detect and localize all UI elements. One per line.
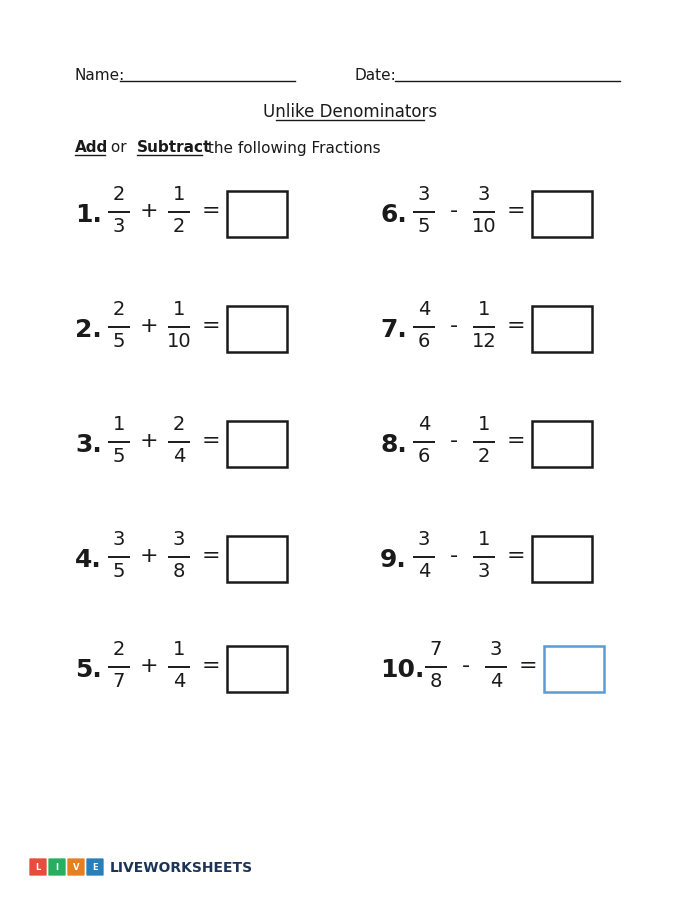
Text: 7: 7 [113, 671, 125, 690]
Text: or: or [106, 140, 132, 155]
Text: 4: 4 [173, 671, 186, 690]
Text: V: V [73, 862, 79, 871]
Text: 5: 5 [113, 446, 125, 465]
Text: Unlike Denominators: Unlike Denominators [263, 103, 437, 121]
Text: +: + [140, 316, 158, 336]
Bar [532, 422, 592, 468]
Bar [544, 647, 604, 693]
Text: 6: 6 [418, 446, 430, 465]
Text: 6: 6 [418, 331, 430, 350]
Bar [227, 536, 287, 582]
Text: 3: 3 [418, 185, 430, 204]
Text: 3: 3 [418, 529, 430, 548]
Text: =: = [507, 200, 525, 220]
Text: 4: 4 [418, 414, 430, 433]
Text: 7: 7 [430, 639, 442, 658]
Text: 10: 10 [167, 331, 191, 350]
Text: I: I [55, 862, 59, 871]
Text: 9.: 9. [380, 547, 407, 572]
Text: 5: 5 [113, 562, 125, 581]
Text: LIVEWORKSHEETS: LIVEWORKSHEETS [110, 860, 253, 874]
Text: Name:: Name: [75, 68, 125, 82]
Text: 4: 4 [490, 671, 502, 690]
Text: =: = [507, 431, 525, 451]
Text: 1: 1 [173, 300, 186, 319]
Text: 10: 10 [472, 217, 496, 236]
Text: 4: 4 [173, 446, 186, 465]
Bar [532, 307, 592, 352]
Bar [532, 536, 592, 582]
Text: L: L [36, 862, 41, 871]
Text: 3: 3 [478, 562, 490, 581]
Text: 1: 1 [478, 300, 490, 319]
Text: 3: 3 [113, 529, 125, 548]
Text: 8: 8 [430, 671, 442, 690]
Text: 10.: 10. [380, 657, 424, 681]
Text: Subtract: Subtract [137, 140, 211, 155]
Bar [227, 647, 287, 693]
Text: 1: 1 [478, 414, 490, 433]
Text: +: + [140, 545, 158, 565]
Text: =: = [202, 200, 220, 220]
Text: 3: 3 [490, 639, 502, 658]
Text: +: + [140, 656, 158, 675]
Text: 2.: 2. [75, 318, 101, 341]
Text: 2: 2 [113, 639, 125, 658]
Bar [532, 191, 592, 237]
Text: 3.: 3. [75, 433, 101, 457]
Text: -: - [450, 316, 458, 336]
Text: =: = [202, 545, 220, 565]
FancyBboxPatch shape [48, 858, 66, 876]
Text: 5.: 5. [75, 657, 101, 681]
Bar [227, 191, 287, 237]
Text: 1.: 1. [75, 203, 102, 227]
FancyBboxPatch shape [29, 858, 47, 876]
Text: 1: 1 [173, 185, 186, 204]
FancyBboxPatch shape [86, 858, 104, 876]
Text: Date:: Date: [355, 68, 397, 82]
FancyBboxPatch shape [67, 858, 85, 876]
Text: 8.: 8. [380, 433, 407, 457]
Text: 8: 8 [173, 562, 186, 581]
Text: 6.: 6. [380, 203, 407, 227]
Text: 2: 2 [173, 414, 186, 433]
Text: 12: 12 [472, 331, 496, 350]
Text: 4.: 4. [75, 547, 101, 572]
Text: -: - [450, 431, 458, 451]
Text: Add: Add [75, 140, 108, 155]
Text: 1: 1 [173, 639, 186, 658]
Text: 3: 3 [113, 217, 125, 236]
Text: 4: 4 [418, 562, 430, 581]
Text: 2: 2 [113, 185, 125, 204]
Text: the following Fractions: the following Fractions [203, 140, 381, 155]
Text: -: - [462, 656, 470, 675]
Text: =: = [202, 656, 220, 675]
Text: 4: 4 [418, 300, 430, 319]
Text: 2: 2 [478, 446, 490, 465]
Text: +: + [140, 431, 158, 451]
Text: 5: 5 [113, 331, 125, 350]
Text: 3: 3 [478, 185, 490, 204]
Bar [227, 307, 287, 352]
Text: 3: 3 [173, 529, 186, 548]
Text: +: + [140, 200, 158, 220]
Text: -: - [450, 200, 458, 220]
Text: -: - [450, 545, 458, 565]
Text: E: E [92, 862, 98, 871]
Text: 1: 1 [478, 529, 490, 548]
Text: =: = [507, 545, 525, 565]
Text: 1: 1 [113, 414, 125, 433]
Text: =: = [202, 316, 220, 336]
Text: 5: 5 [418, 217, 430, 236]
Bar [227, 422, 287, 468]
Text: =: = [519, 656, 538, 675]
Text: 7.: 7. [380, 318, 407, 341]
Text: 2: 2 [173, 217, 186, 236]
Text: 2: 2 [113, 300, 125, 319]
Text: =: = [507, 316, 525, 336]
Text: =: = [202, 431, 220, 451]
